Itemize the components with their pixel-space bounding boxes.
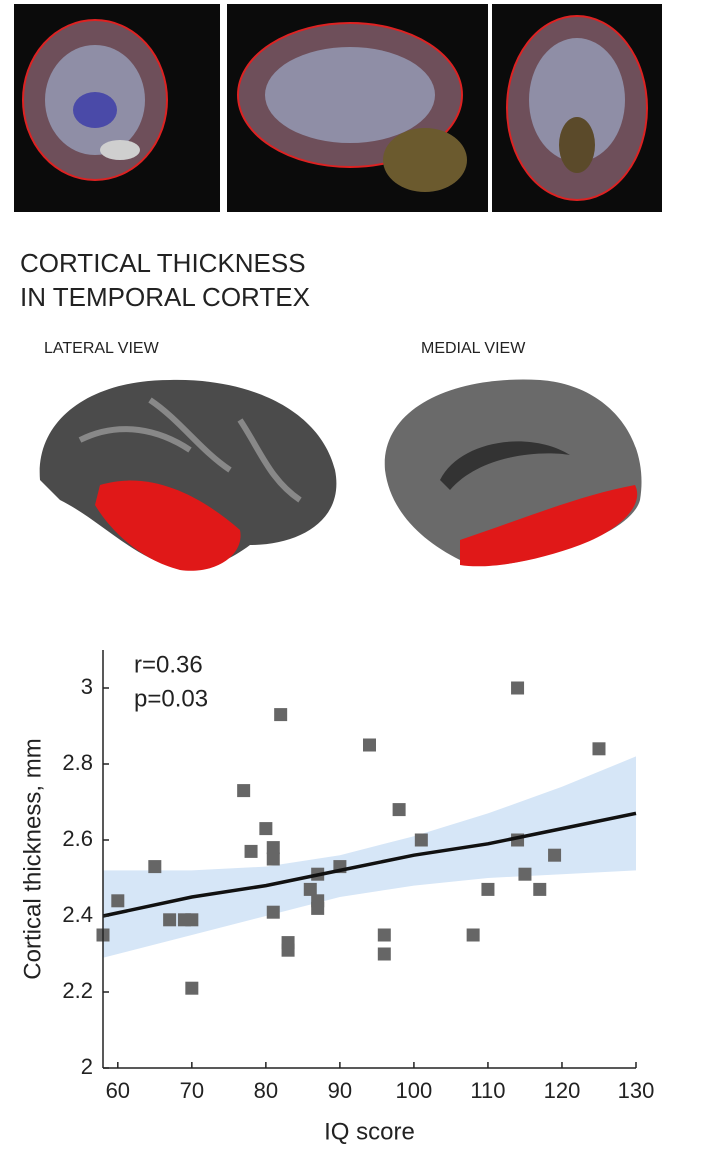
data-point (311, 901, 325, 915)
x-tick-label: 110 (470, 1078, 505, 1103)
gyri (78, 397, 302, 503)
x-tick-label: 120 (544, 1078, 581, 1103)
x-axis-label: IQ score (324, 1118, 415, 1145)
y-tick-label: 2 (81, 1054, 93, 1079)
data-point (244, 844, 258, 858)
white-matter (265, 47, 435, 143)
data-point (533, 882, 547, 896)
view-label: MEDIAL VIEW (421, 340, 526, 357)
scatter-plot: 2 2.2 2.4 2.6 2.8 3 60 70 80 90 100 110 120 130 IQ sco… (19, 650, 654, 1145)
data-point (303, 882, 317, 896)
data-point (185, 981, 199, 995)
data-point (511, 681, 525, 695)
confidence-band (103, 756, 636, 958)
data-point (148, 860, 162, 874)
data-point (414, 833, 428, 847)
data-point (259, 822, 273, 836)
temporal-region (460, 485, 638, 567)
lateral-brain (39, 379, 337, 571)
data-point (548, 848, 562, 862)
subcortical (73, 92, 117, 128)
x-tick-label: 60 (106, 1078, 130, 1103)
data-point (466, 928, 480, 942)
data-point (163, 913, 177, 927)
cerebellum (383, 128, 467, 192)
white-matter (529, 38, 625, 162)
y-tick-label: 2.6 (62, 826, 93, 851)
data-point (281, 943, 295, 957)
data-point (237, 784, 251, 798)
data-point (266, 841, 280, 855)
data-point (111, 894, 125, 908)
data-point (185, 913, 199, 927)
annotation: p=0.03 (134, 685, 208, 712)
data-point (392, 803, 406, 817)
heading-line: CORTICAL THICKNESS (20, 248, 306, 278)
y-tick-label: 2.2 (62, 978, 93, 1003)
x-tick-label: 100 (396, 1078, 433, 1103)
x-tick-label: 80 (254, 1078, 278, 1103)
mri-panels (14, 4, 662, 212)
midbrain (559, 117, 595, 173)
data-point (377, 928, 391, 942)
heading-line: IN TEMPORAL CORTEX (20, 282, 310, 312)
y-tick-label: 2.8 (62, 750, 93, 775)
view-label: LATERAL VIEW (44, 340, 160, 357)
corpus-callosum (440, 441, 570, 490)
brainstem (100, 140, 140, 160)
x-tick-label: 70 (180, 1078, 204, 1103)
data-point (481, 882, 495, 896)
x-tick-label: 90 (328, 1078, 352, 1103)
data-point (274, 708, 288, 722)
medial-brain (384, 379, 642, 567)
fit-line (102, 811, 637, 918)
x-tick-label: 130 (618, 1078, 655, 1103)
data-point (377, 947, 391, 961)
y-axis-label: Cortical thickness, mm (19, 738, 46, 979)
y-tick-label: 3 (81, 674, 93, 699)
data-point (363, 738, 376, 752)
data-point (592, 742, 606, 756)
temporal-region (95, 480, 241, 571)
annotation: r=0.36 (134, 651, 203, 678)
y-tick-label: 2.4 (62, 902, 93, 927)
data-point (266, 905, 280, 919)
data-point (518, 867, 532, 881)
data-point (266, 852, 280, 866)
